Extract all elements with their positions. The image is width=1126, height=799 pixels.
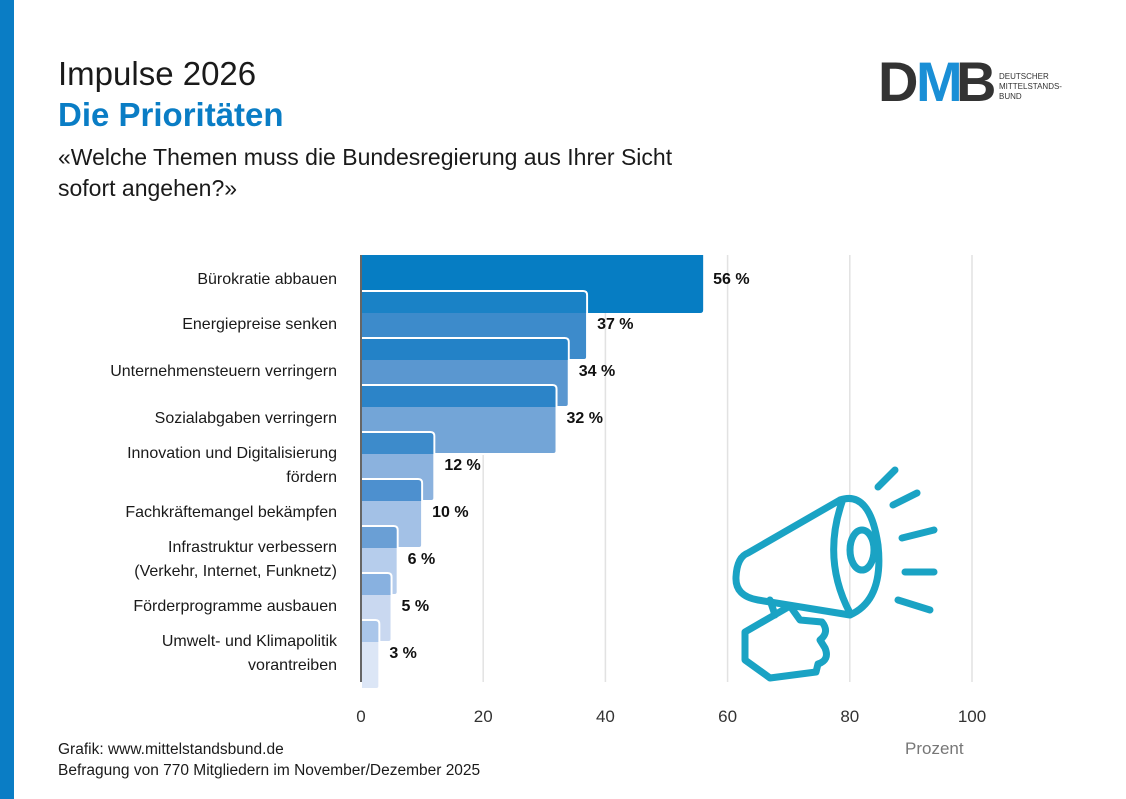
value-label: 34 % xyxy=(579,363,615,380)
bar-overlap xyxy=(362,386,556,407)
logo-letter-m: M xyxy=(916,50,960,113)
logo-text-3: BUND xyxy=(999,92,1022,101)
bar-overlap xyxy=(362,339,568,360)
bar-overlap xyxy=(362,480,422,501)
accent-strip xyxy=(0,0,14,799)
logo-text-1: DEUTSCHER xyxy=(999,72,1049,81)
category-label: Infrastruktur verbessern xyxy=(168,539,337,556)
value-label: 5 % xyxy=(402,598,430,615)
bar-overlap xyxy=(362,292,587,313)
bar-overlap xyxy=(362,574,391,595)
megaphone-hand-icon xyxy=(732,466,938,682)
bar-overlap xyxy=(362,433,434,454)
page-subtitle: Die Prioritäten xyxy=(58,96,284,133)
x-tick-label: 80 xyxy=(840,707,859,726)
footer: Grafik: www.mittelstandsbund.de Befragun… xyxy=(58,739,480,781)
source-credit: Grafik: www.mittelstandsbund.de xyxy=(58,741,284,758)
dmb-logo: D M B DEUTSCHER MITTELSTANDS- BUND xyxy=(878,50,1062,113)
value-label: 56 % xyxy=(713,271,749,288)
category-label: Unternehmensteuern verringern xyxy=(110,363,337,380)
value-label: 3 % xyxy=(389,645,417,662)
category-label: fördern xyxy=(286,469,337,486)
logo-letter-d: D xyxy=(878,50,917,113)
survey-question: «Welche Themen muss die Bundesregierung … xyxy=(58,144,673,201)
x-tick-label: 60 xyxy=(718,707,737,726)
bar-overlap xyxy=(362,527,397,548)
x-tick-label: 100 xyxy=(958,707,986,726)
category-label: Umwelt- und Klimapolitik xyxy=(162,633,338,650)
logo-letter-b: B xyxy=(956,50,996,113)
category-label: Fachkräftemangel bekämpfen xyxy=(125,504,337,521)
bar-overlap xyxy=(362,621,379,642)
category-label: Innovation und Digitalisierung xyxy=(127,445,337,462)
category-label: (Verkehr, Internet, Funknetz) xyxy=(134,563,337,580)
category-label: vorantreiben xyxy=(248,657,337,674)
x-axis-label: Prozent xyxy=(905,739,964,758)
category-label: Sozialabgaben verringern xyxy=(155,410,337,427)
logo-text-2: MITTELSTANDS- xyxy=(999,82,1062,91)
page-title: Impulse 2026 xyxy=(58,55,257,92)
survey-note: Befragung von 770 Mitgliedern im Novembe… xyxy=(58,762,481,779)
category-label: Bürokratie abbauen xyxy=(197,271,337,288)
value-label: 12 % xyxy=(444,457,480,474)
x-tick-label: 20 xyxy=(474,707,493,726)
category-label: Förderprogramme ausbauen xyxy=(133,598,337,615)
value-label: 10 % xyxy=(432,504,468,521)
value-label: 6 % xyxy=(408,551,436,568)
x-tick-label: 40 xyxy=(596,707,615,726)
value-label: 37 % xyxy=(597,316,633,333)
x-tick-label: 0 xyxy=(356,707,365,726)
value-label: 32 % xyxy=(567,410,603,427)
category-label: Energiepreise senken xyxy=(182,316,337,333)
bar xyxy=(360,619,381,690)
